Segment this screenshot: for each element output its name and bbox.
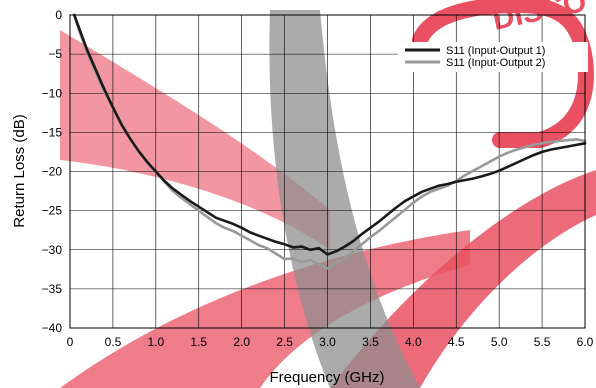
x-tick-label: 6.0 (577, 335, 594, 349)
x-axis-title: Frequency (GHz) (269, 369, 384, 386)
x-tick-labels: 0 0.5 1.0 1.5 2.0 2.5 3.0 3.5 4.0 4.5 5.0 5.5 6.0 (67, 335, 594, 349)
y-tick-label: −5 (48, 47, 62, 61)
watermark-gray-band (269, 10, 420, 388)
y-tick-label: 0 (55, 8, 62, 22)
x-tick-label: 0.5 (105, 335, 122, 349)
y-tick-label: −25 (42, 204, 63, 218)
y-tick-label: −20 (42, 165, 63, 179)
x-tick-label: 3.5 (362, 335, 379, 349)
watermark: DISCO (60, 0, 596, 388)
y-tick-label: −40 (42, 321, 63, 335)
series-layer (73, 13, 587, 270)
y-tick-label: −30 (42, 243, 63, 257)
x-tick-label: 1.0 (147, 335, 164, 349)
plot-frame (69, 14, 586, 329)
x-tick-label: 2.0 (233, 335, 250, 349)
y-tick-labels: 0 −5 −10 −15 −20 −25 −30 −35 −40 (42, 8, 63, 335)
x-tick-label: 5.5 (534, 335, 551, 349)
series-line-1 (73, 13, 587, 256)
y-tick-label: −35 (42, 282, 63, 296)
y-tick-label: −15 (42, 125, 63, 139)
x-tick-label: 0 (67, 335, 74, 349)
x-tick-label: 4.5 (448, 335, 465, 349)
watermark-red-band-left (60, 30, 330, 250)
watermark-stamp-frame (412, 0, 594, 148)
legend-label-2: S11 (Input-Output 2) (446, 57, 545, 69)
y-tick-label: −10 (42, 86, 63, 100)
x-tick-label: 5.0 (491, 335, 508, 349)
legend-background (398, 42, 588, 72)
x-tick-label: 4.0 (405, 335, 422, 349)
x-tick-label: 3.0 (319, 335, 336, 349)
legend-label-1: S11 (Input-Output 1) (446, 45, 545, 57)
watermark-red-band-upper (330, 170, 596, 388)
y-axis-title: Return Loss (dB) (11, 114, 28, 227)
x-tick-label: 2.5 (276, 335, 293, 349)
legend: S11 (Input-Output 1)S11 (Input-Output 2) (398, 42, 588, 72)
x-tick-label: 1.5 (190, 335, 207, 349)
